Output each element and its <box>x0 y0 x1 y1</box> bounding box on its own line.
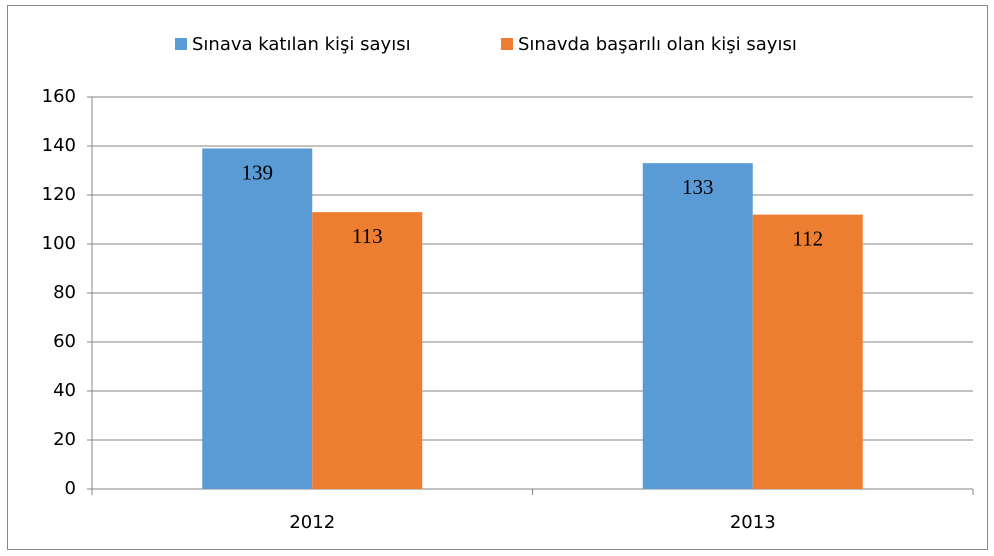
legend-label: Sınava katılan kişi sayısı <box>192 34 411 55</box>
legend-label: Sınavda başarılı olan kişi sayısı <box>518 34 797 55</box>
data-label: 139 <box>242 160 274 184</box>
data-label: 113 <box>352 224 383 248</box>
legend-swatch <box>175 38 187 50</box>
data-label: 112 <box>792 226 823 250</box>
x-tick-label: 2012 <box>289 512 335 533</box>
y-tick-label: 20 <box>53 429 76 450</box>
bar <box>312 212 423 489</box>
bar <box>202 148 313 489</box>
y-tick-label: 0 <box>65 478 76 499</box>
bar <box>642 163 753 489</box>
y-tick-label: 80 <box>53 282 76 303</box>
y-tick-label: 140 <box>42 135 76 156</box>
y-tick-label: 160 <box>42 86 76 107</box>
y-tick-label: 100 <box>42 233 76 254</box>
y-tick-label: 60 <box>53 331 76 352</box>
data-label: 133 <box>682 175 714 199</box>
y-tick-label: 120 <box>42 184 76 205</box>
legend-swatch <box>501 38 513 50</box>
x-tick-label: 2013 <box>730 512 776 533</box>
bar <box>752 214 863 489</box>
y-tick-label: 40 <box>53 380 76 401</box>
